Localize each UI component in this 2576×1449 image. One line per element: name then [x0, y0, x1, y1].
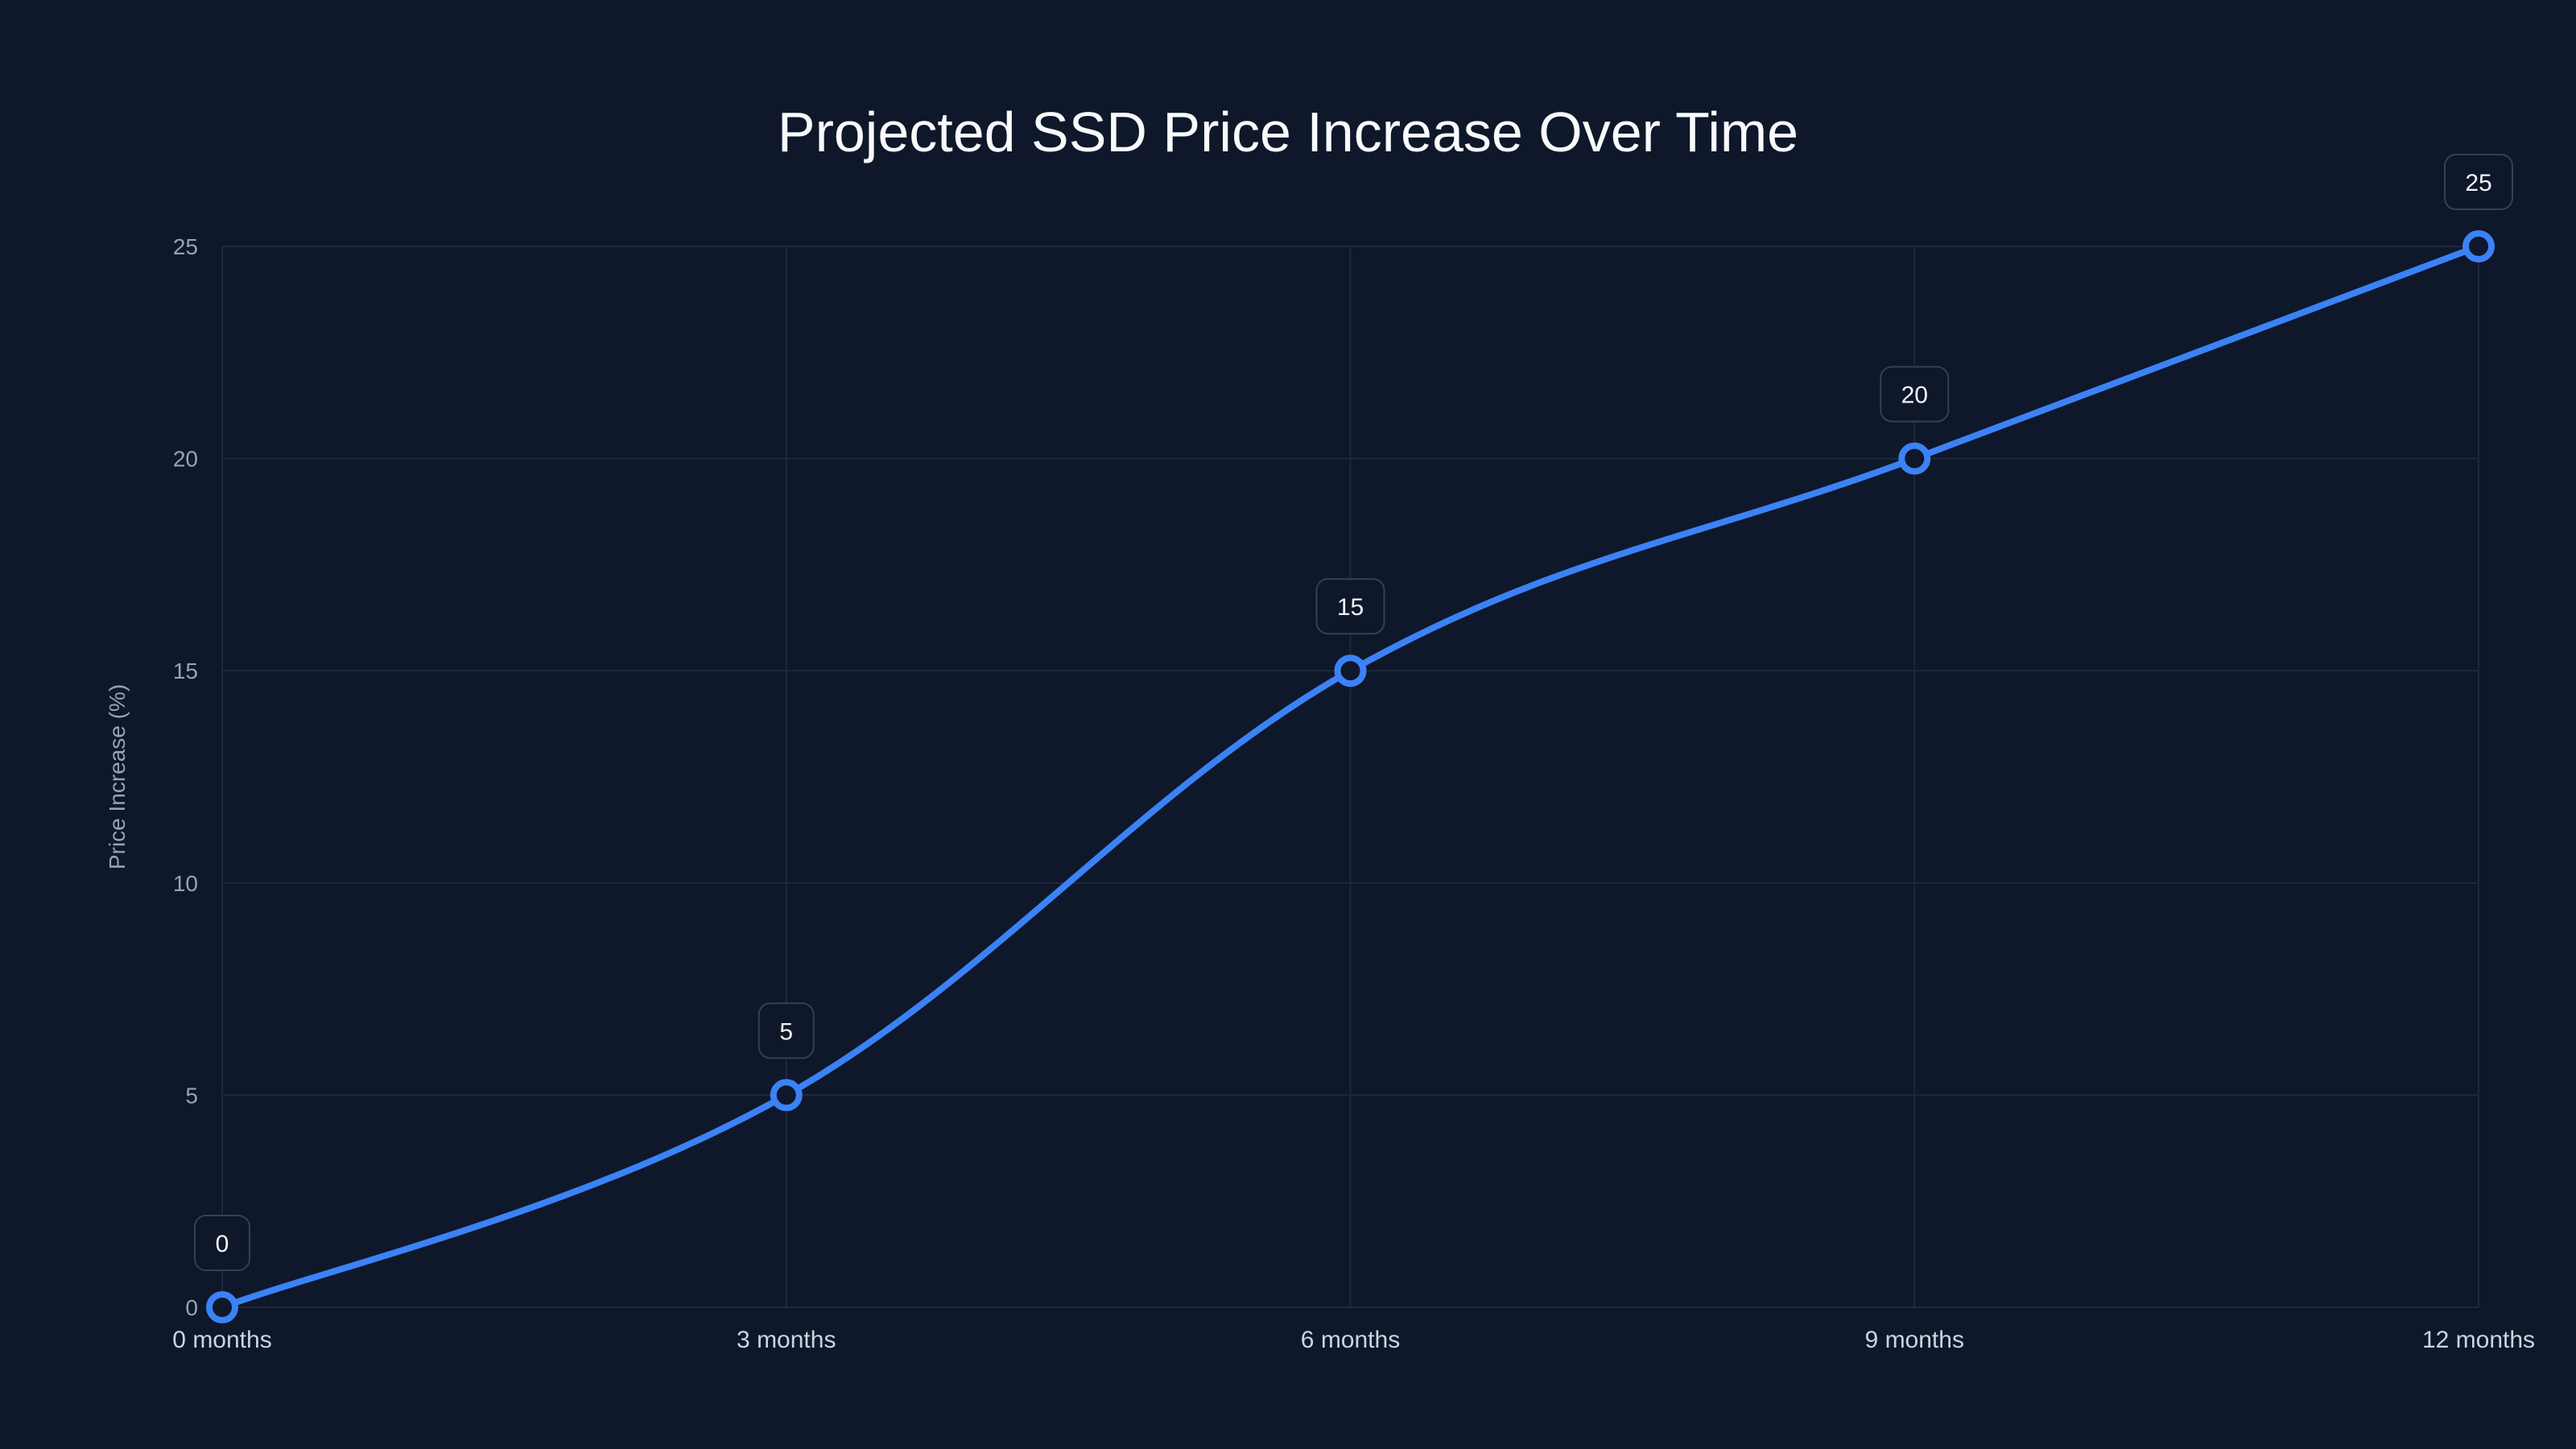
- data-label: 25: [2465, 170, 2491, 196]
- data-point: [206, 1291, 238, 1323]
- x-tick-label: 12 months: [2422, 1327, 2535, 1353]
- y-axis-label: Price Increase (%): [105, 684, 130, 869]
- data-label: 20: [1901, 382, 1928, 409]
- y-tick-label: 10: [173, 871, 198, 896]
- data-label-box: [758, 1002, 815, 1059]
- x-tick-label: 3 months: [737, 1327, 836, 1353]
- data-label-box: [1315, 578, 1385, 635]
- y-tick-label: 20: [173, 447, 198, 472]
- y-tick-label: 0: [185, 1295, 198, 1320]
- x-tick-label: 0 months: [172, 1327, 271, 1353]
- data-point: [1898, 442, 1931, 475]
- x-tick-label: 6 months: [1301, 1327, 1400, 1353]
- data-label-box: [194, 1215, 250, 1271]
- y-tick-label: 25: [173, 234, 198, 259]
- data-label: 0: [216, 1231, 229, 1257]
- data-point: [2462, 230, 2495, 262]
- data-label-box: [2444, 154, 2513, 210]
- data-point: [770, 1079, 803, 1112]
- chart-title: Projected SSD Price Increase Over Time: [778, 101, 1798, 163]
- x-tick-label: 9 months: [1865, 1327, 1964, 1353]
- y-tick-label: 5: [185, 1083, 198, 1108]
- data-label: 15: [1337, 594, 1364, 621]
- data-point: [1334, 654, 1367, 687]
- y-tick-label: 15: [173, 658, 198, 683]
- data-label-box: [1880, 365, 1950, 423]
- data-label: 5: [779, 1018, 793, 1045]
